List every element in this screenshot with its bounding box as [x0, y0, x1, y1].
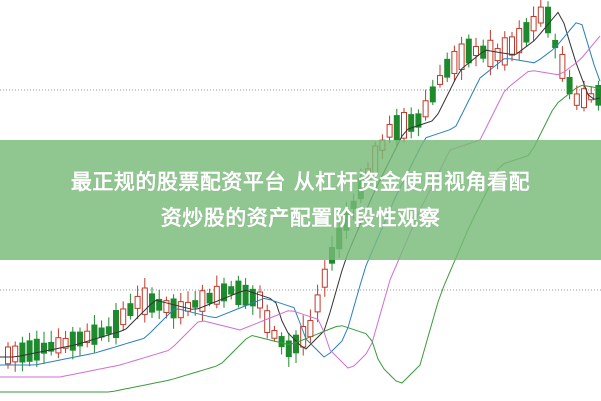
- candle-up: [559, 53, 566, 79]
- title-line-1: 最正规的股票配资平台 从杠杆资金使用视角看配: [70, 170, 531, 194]
- candle-down: [170, 298, 177, 319]
- candle-down: [242, 284, 249, 306]
- candle-down: [408, 114, 415, 132]
- candle-down: [91, 324, 98, 345]
- title-line-2: 资炒股的资产配置阶段性观察: [160, 206, 441, 230]
- candle-down: [523, 22, 530, 43]
- candle-down: [465, 38, 472, 64]
- candle-down: [113, 309, 119, 339]
- candle-up: [437, 75, 443, 85]
- candle-down: [105, 326, 112, 335]
- candle-up: [120, 308, 127, 326]
- candle-down: [228, 286, 235, 295]
- candle-down: [48, 341, 55, 352]
- candle-up: [134, 295, 141, 309]
- candle-down: [221, 283, 227, 302]
- candle-up: [501, 37, 508, 66]
- candle-down: [127, 303, 134, 317]
- candle-down: [41, 342, 47, 354]
- candle-up: [5, 346, 11, 365]
- candle-down: [429, 86, 436, 103]
- candle-up: [494, 48, 501, 62]
- ma5-line: [0, 11, 601, 358]
- candle-up: [163, 300, 170, 314]
- candle-up: [62, 337, 69, 349]
- candle-down: [192, 300, 199, 308]
- candle-down: [393, 115, 400, 141]
- candle-up: [386, 123, 393, 138]
- candle-down: [293, 334, 299, 354]
- candle-down: [249, 288, 256, 307]
- ma10-line: [0, 22, 601, 366]
- candle-up: [581, 88, 587, 109]
- candle-down: [156, 298, 163, 311]
- candle-down: [69, 331, 76, 351]
- candle-down: [545, 6, 551, 34]
- candle-down: [26, 340, 33, 362]
- candle-down: [415, 113, 422, 128]
- candle-up: [271, 330, 278, 339]
- candle-down: [444, 58, 451, 78]
- candle-up: [185, 301, 191, 312]
- candle-up: [213, 285, 220, 305]
- candle-down: [566, 77, 573, 95]
- title-banner: 最正规的股票配资平台 从杠杆资金使用视角看配 资炒股的资产配置阶段性观察: [0, 140, 601, 260]
- candle-up: [307, 320, 314, 338]
- candle-up: [321, 268, 328, 288]
- candle-down: [278, 336, 285, 348]
- candle-down: [19, 342, 26, 363]
- candle-up: [537, 6, 544, 24]
- candle-up: [84, 330, 91, 343]
- candle-up: [55, 337, 62, 354]
- candle-down: [33, 338, 40, 361]
- candle-up: [199, 290, 206, 312]
- candle-up: [509, 36, 515, 56]
- candle-up: [458, 43, 465, 70]
- candle-up: [451, 50, 458, 75]
- candle-down: [285, 340, 292, 358]
- candle-up: [573, 93, 580, 106]
- candle-up: [516, 28, 523, 54]
- candle-up: [141, 287, 148, 315]
- candle-up: [422, 100, 429, 118]
- candle-up: [264, 310, 271, 333]
- candle-down: [206, 292, 213, 304]
- candle-up: [473, 46, 479, 56]
- ma20-line: [0, 35, 601, 378]
- candle-up: [401, 111, 407, 139]
- candle-up: [314, 294, 321, 313]
- candle-up: [530, 16, 537, 32]
- candle-down: [98, 327, 105, 338]
- candle-up: [12, 345, 19, 363]
- candle-up: [487, 39, 494, 68]
- candle-down: [77, 331, 83, 347]
